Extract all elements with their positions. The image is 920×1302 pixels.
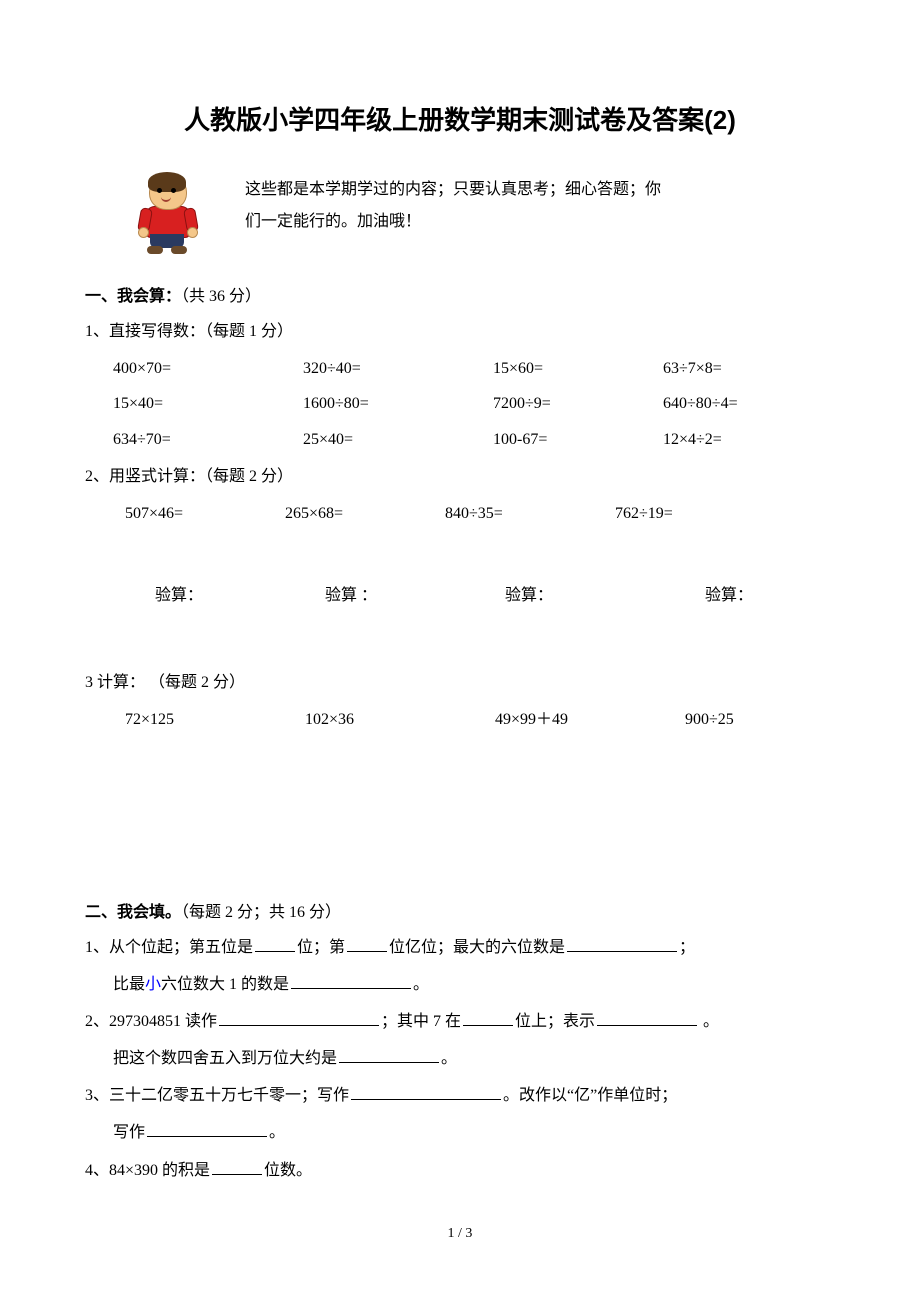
q3-c4: 900÷25 bbox=[685, 702, 825, 737]
q1-r2-c3: 7200÷9= bbox=[493, 386, 663, 421]
q1-r1-c4: 63÷7×8= bbox=[663, 351, 823, 386]
s2-q2-l2-b: 。 bbox=[441, 1050, 457, 1067]
s2-q4-line1: 4、84×390 的积是 位数。 bbox=[85, 1153, 835, 1188]
s2-q2-l2-a: 把这个数四舍五入到万位大约是 bbox=[113, 1050, 337, 1067]
cartoon-boy-icon bbox=[135, 172, 205, 252]
blank bbox=[567, 935, 677, 952]
s2-q3-l2-a: 写作 bbox=[113, 1124, 145, 1141]
blank bbox=[219, 1009, 379, 1026]
blank bbox=[339, 1046, 439, 1063]
blank bbox=[212, 1158, 262, 1175]
q2-c2: 265×68= bbox=[285, 496, 445, 531]
s2-q1-d: ； bbox=[679, 939, 695, 956]
verify-1: 验算： bbox=[155, 581, 325, 605]
q3-c2: 102×36 bbox=[305, 702, 495, 737]
s2-q3-a: 3、三十二亿零五十万七千零一；写作 bbox=[85, 1087, 349, 1104]
blank bbox=[463, 1009, 513, 1026]
section2-heading-bold: 二、我会填。 bbox=[85, 904, 181, 921]
intro-line2: 们一定能行的。加油哦！ bbox=[245, 206, 661, 238]
s2-q1-b: 位；第 bbox=[297, 939, 345, 956]
q2-c1: 507×46= bbox=[125, 496, 285, 531]
s2-q2-d: 。 bbox=[699, 1013, 719, 1030]
s2-q1-line1: 1、从个位起；第五位是 位；第 位亿位；最大的六位数是 ； bbox=[85, 930, 835, 965]
s2-q2-line2: 把这个数四舍五入到万位大约是 。 bbox=[85, 1041, 835, 1076]
q1-row1: 400×70= 320÷40= 15×60= 63÷7×8= bbox=[85, 351, 835, 386]
blank bbox=[347, 935, 387, 952]
q2-row: 507×46= 265×68= 840÷35= 762÷19= bbox=[85, 496, 835, 531]
blank bbox=[255, 935, 295, 952]
blank bbox=[291, 972, 411, 989]
q2-verify-row: 验算： 验算 ： 验算： 验算： bbox=[85, 581, 835, 605]
q1-r2-c2: 1600÷80= bbox=[303, 386, 493, 421]
q1-r1-c1: 400×70= bbox=[113, 351, 303, 386]
section1-heading: 一、我会算：（共 36 分） bbox=[85, 282, 835, 306]
q1-row3: 634÷70= 25×40= 100-67= 12×4÷2= bbox=[85, 422, 835, 457]
q1-r3-c4: 12×4÷2= bbox=[663, 422, 823, 457]
q3-c1: 72×125 bbox=[125, 702, 305, 737]
s2-q2-line1: 2、297304851 读作 ；其中 7 在 位上；表示 。 bbox=[85, 1004, 835, 1039]
s2-q1-c: 位亿位；最大的六位数是 bbox=[389, 939, 565, 956]
blank bbox=[351, 1083, 501, 1100]
intro-text: 这些都是本学期学过的内容；只要认真思考；细心答题；你 们一定能行的。加油哦！ bbox=[245, 172, 661, 238]
q1-r3-c2: 25×40= bbox=[303, 422, 493, 457]
s2-q1-line2: 比最小六位数大 1 的数是 。 bbox=[85, 967, 835, 1002]
q1-row2: 15×40= 1600÷80= 7200÷9= 640÷80÷4= bbox=[85, 386, 835, 421]
s2-q1-l2-c: 。 bbox=[413, 976, 429, 993]
q1-r2-c4: 640÷80÷4= bbox=[663, 386, 823, 421]
section1-heading-bold: 一、我会算： bbox=[85, 288, 181, 305]
q3-row: 72×125 102×36 49×99＋49 900÷25 bbox=[85, 702, 835, 737]
blank bbox=[147, 1120, 267, 1137]
document-page: 人教版小学四年级上册数学期末测试卷及答案(2) 这些都是本学期学过的内容；只要认… bbox=[0, 0, 920, 1302]
page-footer: 1 / 3 bbox=[0, 1226, 920, 1242]
section2-heading-rest: （每题 2 分；共 16 分） bbox=[181, 904, 341, 921]
s2-q3-line1: 3、三十二亿零五十万七千零一；写作 。改作以“亿”作单位时； bbox=[85, 1078, 835, 1113]
q3-c3: 49×99＋49 bbox=[495, 702, 685, 737]
s2-q4-b: 位数。 bbox=[264, 1162, 312, 1179]
q1-r1-c3: 15×60= bbox=[493, 351, 663, 386]
q1-r2-c1: 15×40= bbox=[113, 386, 303, 421]
q1-label: 1、直接写得数：（每题 1 分） bbox=[85, 314, 835, 349]
s2-q1-l2-small: 小 bbox=[145, 976, 161, 993]
q2-label: 2、用竖式计算：（每题 2 分） bbox=[85, 459, 835, 494]
page-title: 人教版小学四年级上册数学期末测试卷及答案(2) bbox=[85, 100, 835, 137]
intro-line1: 这些都是本学期学过的内容；只要认真思考；细心答题；你 bbox=[245, 174, 661, 206]
q2-c4: 762÷19= bbox=[615, 496, 765, 531]
blank bbox=[597, 1009, 697, 1026]
q1-r3-c1: 634÷70= bbox=[113, 422, 303, 457]
s2-q3-l2-b: 。 bbox=[269, 1124, 285, 1141]
q1-r3-c3: 100-67= bbox=[493, 422, 663, 457]
q2-c3: 840÷35= bbox=[445, 496, 615, 531]
verify-2: 验算 ： bbox=[325, 581, 505, 605]
q3-label: 3 计算： （每题 2 分） bbox=[85, 665, 835, 700]
section1-heading-rest: （共 36 分） bbox=[181, 288, 261, 305]
s2-q1-l2-b: 六位数大 1 的数是 bbox=[161, 976, 289, 993]
s2-q3-line2: 写作 。 bbox=[85, 1115, 835, 1150]
s2-q4-a: 4、84×390 的积是 bbox=[85, 1162, 210, 1179]
s2-q1-a: 1、从个位起；第五位是 bbox=[85, 939, 253, 956]
verify-3: 验算： bbox=[505, 581, 705, 605]
s2-q2-b: ；其中 7 在 bbox=[381, 1013, 461, 1030]
s2-q1-l2-a: 比最 bbox=[113, 976, 145, 993]
q1-r1-c2: 320÷40= bbox=[303, 351, 493, 386]
s2-q3-b: 。改作以“亿”作单位时； bbox=[503, 1087, 677, 1104]
verify-4: 验算： bbox=[705, 581, 805, 605]
s2-q2-c: 位上；表示 bbox=[515, 1013, 595, 1030]
s2-q2-a: 2、297304851 读作 bbox=[85, 1013, 217, 1030]
section2-heading: 二、我会填。（每题 2 分；共 16 分） bbox=[85, 898, 835, 922]
intro-row: 这些都是本学期学过的内容；只要认真思考；细心答题；你 们一定能行的。加油哦！ bbox=[85, 172, 835, 252]
